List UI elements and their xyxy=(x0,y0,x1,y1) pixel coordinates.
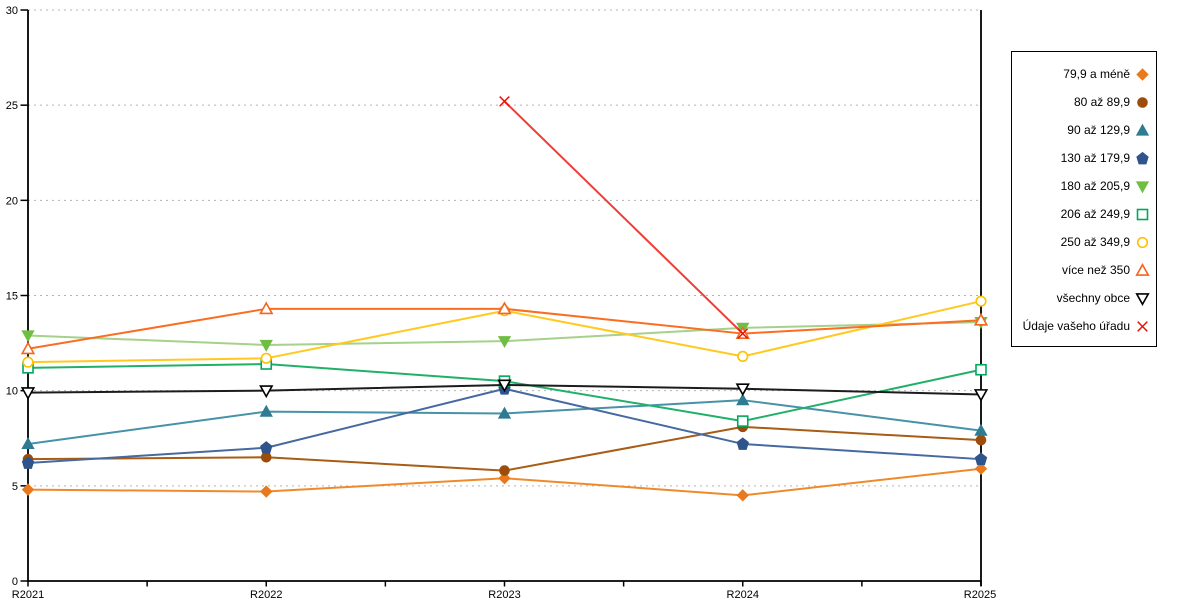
legend-marker-glyph xyxy=(1136,236,1149,248)
legend-label: 206 až 249,9 xyxy=(1060,207,1130,221)
legend-marker-glyph xyxy=(1137,320,1148,332)
legend-item: 80 až 89,9 xyxy=(1014,92,1150,112)
series-10 xyxy=(499,96,749,339)
x-axis-label: R2021 xyxy=(12,589,44,600)
legend-label: 90 až 129,9 xyxy=(1067,123,1130,137)
series-2 xyxy=(22,421,987,476)
data-point-marker xyxy=(259,404,273,417)
y-axis-label: 20 xyxy=(6,195,18,207)
legend-item: 130 až 179,9 xyxy=(1014,148,1150,168)
data-point-marker xyxy=(735,383,750,397)
data-point-marker xyxy=(975,295,987,307)
legend-label: 250 až 349,9 xyxy=(1060,235,1130,249)
series-9 xyxy=(20,379,989,402)
legend-label: 80 až 89,9 xyxy=(1073,95,1130,109)
triangle-up-legend-marker-icon xyxy=(1135,262,1150,276)
data-point-marker xyxy=(736,489,749,502)
data-point-marker xyxy=(21,330,35,343)
y-axis-label: 10 xyxy=(6,386,18,398)
data-point-marker xyxy=(259,339,273,352)
y-axis-label: 15 xyxy=(6,291,18,303)
series-line xyxy=(503,100,744,335)
data-point-marker xyxy=(497,406,512,419)
data-point-marker xyxy=(22,356,34,368)
data-point-marker xyxy=(497,336,512,349)
x-axis-label: R2025 xyxy=(964,589,996,600)
data-point-marker xyxy=(974,452,988,466)
data-point-marker xyxy=(21,437,35,450)
legend-marker-glyph xyxy=(1135,292,1150,306)
data-point-marker xyxy=(736,415,749,427)
data-point-marker xyxy=(974,462,988,475)
legend-label: Údaje vašeho úřadu xyxy=(1022,319,1130,333)
series-1 xyxy=(21,462,988,502)
legend-marker-glyph xyxy=(1137,96,1148,108)
data-point-marker xyxy=(497,301,512,315)
data-point-marker xyxy=(973,312,989,326)
data-point-marker xyxy=(260,441,273,454)
circle-legend-marker-icon xyxy=(1137,96,1148,108)
data-point-marker xyxy=(20,387,36,401)
data-point-marker xyxy=(974,423,988,436)
legend-label: 180 až 205,9 xyxy=(1060,179,1130,193)
data-point-marker xyxy=(260,352,272,364)
pentagon-legend-marker-icon xyxy=(1136,151,1149,164)
data-point-marker xyxy=(498,472,511,485)
legend-item: 206 až 249,9 xyxy=(1014,204,1150,224)
legend-label: více než 350 xyxy=(1061,263,1130,277)
x-axis-label: R2024 xyxy=(727,589,759,600)
legend-label: 79,9 a méně xyxy=(1063,67,1130,81)
data-point-marker xyxy=(21,483,35,496)
data-point-marker xyxy=(497,379,512,393)
data-point-marker xyxy=(975,363,987,376)
circle-legend-marker-icon xyxy=(1136,236,1149,248)
triangle-down-legend-marker-icon xyxy=(1135,292,1150,306)
data-point-marker xyxy=(736,393,750,406)
legend-marker-glyph xyxy=(1136,151,1149,164)
legend-label: 130 až 179,9 xyxy=(1060,151,1130,165)
triangle-up-legend-marker-icon xyxy=(1135,123,1150,136)
data-point-marker xyxy=(499,96,510,107)
legend-item: Údaje vašeho úřadu xyxy=(1014,316,1150,336)
data-point-marker xyxy=(259,385,274,399)
data-point-marker xyxy=(975,434,987,446)
legend-item: 90 až 129,9 xyxy=(1014,120,1150,140)
legend-item: všechny obce xyxy=(1014,288,1150,308)
legend-marker-glyph xyxy=(1136,67,1149,81)
data-point-marker xyxy=(736,437,749,450)
series-line xyxy=(27,425,982,472)
legend-item: 250 až 349,9 xyxy=(1014,232,1150,252)
data-point-marker xyxy=(20,341,36,355)
legend-marker-glyph xyxy=(1135,262,1150,276)
data-point-marker xyxy=(499,465,510,476)
x-legend-marker-icon xyxy=(1137,320,1148,332)
legend-marker-glyph xyxy=(1136,208,1149,220)
data-point-marker xyxy=(973,389,989,402)
y-axis-label: 25 xyxy=(6,100,18,112)
legend-item: více než 350 xyxy=(1014,260,1150,280)
chart-legend: 79,9 a méně 80 až 89,9 90 až 129,9 130 až 1… xyxy=(1011,51,1157,347)
legend-marker-glyph xyxy=(1135,123,1150,136)
legend-label: všechny obce xyxy=(1056,291,1130,305)
legend-item: 180 až 205,9 xyxy=(1014,176,1150,196)
legend-item: 79,9 a méně xyxy=(1014,64,1150,84)
data-point-marker xyxy=(737,328,749,339)
x-axis-label: R2022 xyxy=(250,589,282,600)
legend-marker-glyph xyxy=(1135,180,1150,193)
x-axis-label: R2023 xyxy=(488,589,520,600)
data-point-marker xyxy=(737,350,749,363)
y-axis-label: 30 xyxy=(6,5,18,17)
data-point-marker xyxy=(260,451,272,463)
square-legend-marker-icon xyxy=(1136,208,1149,220)
data-point-marker xyxy=(21,456,35,469)
diamond-legend-marker-icon xyxy=(1136,67,1149,81)
series-3 xyxy=(21,393,988,450)
triangle-down-legend-marker-icon xyxy=(1135,180,1150,193)
y-axis-label: 5 xyxy=(12,481,18,493)
y-axis-label: 0 xyxy=(12,576,18,588)
data-point-marker xyxy=(260,485,273,498)
data-point-marker xyxy=(259,301,274,315)
